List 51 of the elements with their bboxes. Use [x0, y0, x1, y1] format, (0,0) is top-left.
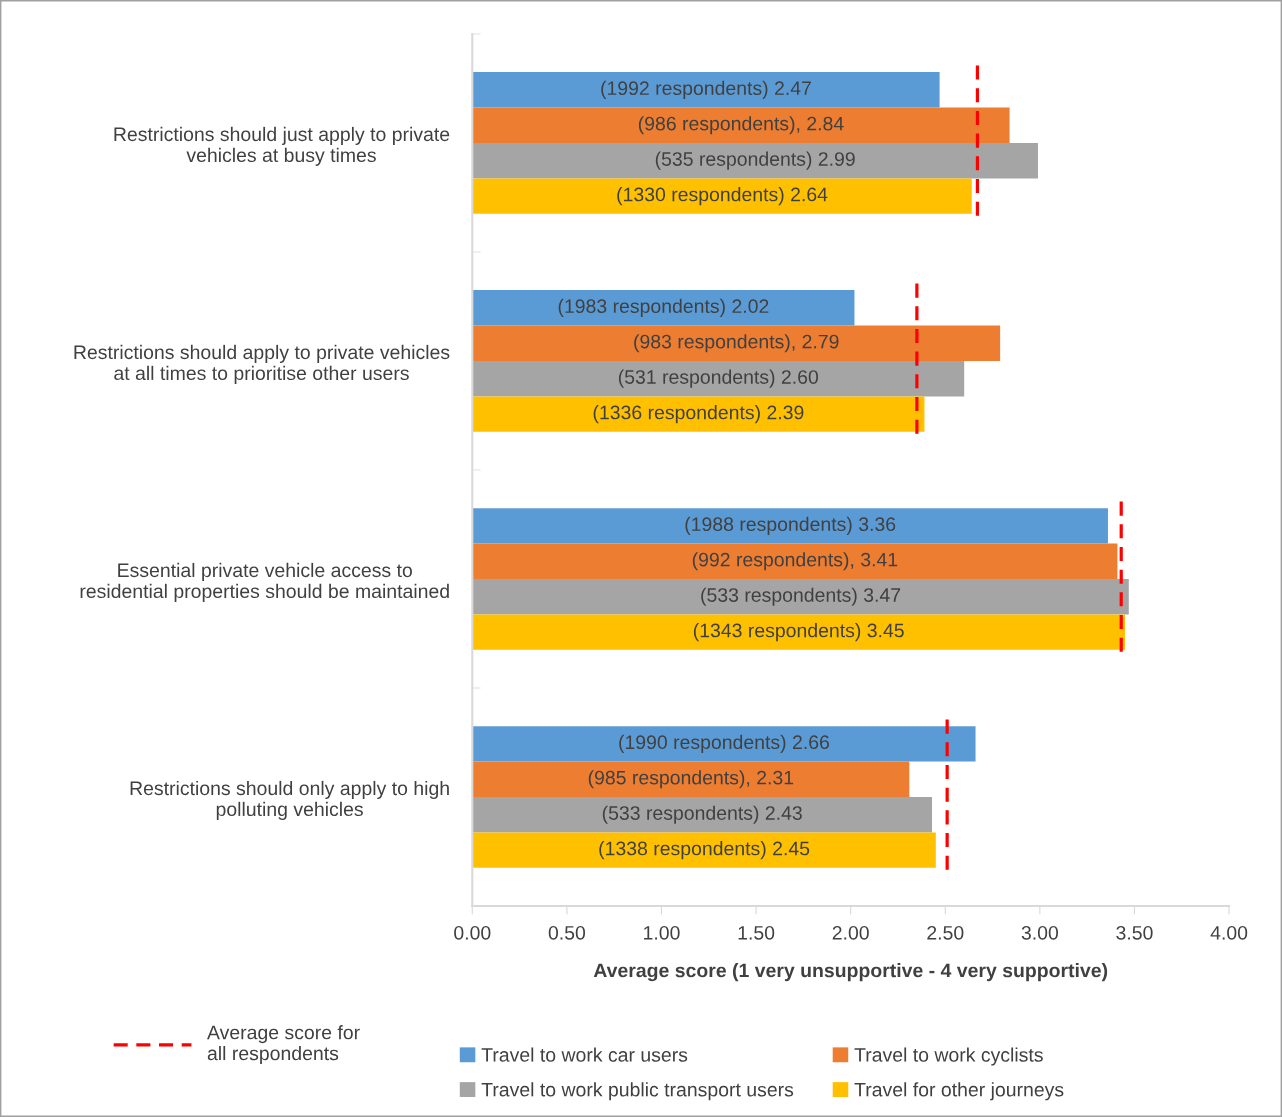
data-label: (1338 respondents) 2.45: [599, 841, 810, 860]
bar: [472, 543, 1118, 579]
x-tick-label: 0.50: [548, 925, 586, 940]
bar: [472, 832, 936, 868]
bar: [472, 726, 976, 762]
bar: [472, 178, 972, 214]
data-label: (531 respondents) 2.60: [618, 369, 819, 388]
data-label: (986 respondents), 2.84: [638, 116, 844, 135]
data-label: (983 respondents), 2.79: [634, 334, 839, 353]
y-tick-label: Restrictions should only apply to high polluting vehicles: [130, 780, 449, 820]
x-tick-label: 2.50: [927, 925, 964, 940]
y-tick-label: Essential private vehicle access to residential properties should be maintained: [80, 562, 449, 602]
legend-label: Travel to work cyclists: [854, 1047, 1043, 1066]
data-label: (1336 respondents) 2.39: [593, 405, 804, 424]
bar: [472, 614, 1125, 650]
data-label: (533 respondents) 2.43: [602, 805, 802, 824]
data-label: (985 respondents), 2.31: [588, 770, 794, 789]
data-label: (1983 respondents) 2.02: [558, 298, 769, 317]
bar: [472, 290, 855, 326]
legend-label: Travel for other journeys: [854, 1082, 1064, 1101]
x-tick-label: 3.50: [1116, 925, 1153, 940]
bar: [472, 761, 910, 797]
bar: [472, 72, 940, 108]
data-label: (1330 respondents) 2.64: [617, 187, 828, 206]
x-tick-label: 1.50: [738, 925, 775, 940]
data-label: (1992 respondents) 2.47: [601, 80, 811, 99]
bar: [472, 578, 1129, 615]
bar: [472, 107, 1010, 143]
bar: [472, 508, 1108, 544]
x-tick-label: 2.00: [832, 925, 869, 940]
bar: [472, 796, 933, 833]
x-tick-label: 0.00: [454, 925, 491, 940]
x-tick-label: 1.00: [644, 925, 680, 940]
x-axis-title: Average score (1 very unsupportive - 4 very supportive): [593, 963, 1108, 982]
bar: [472, 142, 1038, 179]
data-label: (992 respondents), 3.41: [692, 552, 898, 571]
bar: [472, 325, 1001, 361]
data-label: (533 respondents) 3.47: [701, 587, 901, 606]
data-label: (1988 respondents) 3.36: [685, 516, 896, 535]
x-tick-label: 3.00: [1021, 925, 1059, 940]
legend-label: Average score for all respondents: [207, 1025, 360, 1065]
bar: [472, 360, 965, 397]
data-label: (535 respondents) 2.99: [655, 151, 855, 170]
x-tick-label: 4.00: [1210, 925, 1248, 940]
data-label: (1990 respondents) 2.66: [619, 734, 830, 753]
y-tick-label: Restrictions should apply to private vehicles at all times to prioritise other users: [74, 344, 450, 384]
data-label: (1343 respondents) 3.45: [693, 623, 904, 642]
bar: [472, 396, 925, 432]
legend-label: Travel to work public transport users: [481, 1082, 794, 1101]
y-tick-label: Restrictions should just apply to private vehicles at busy times: [114, 126, 450, 166]
legend-label: Travel to work car users: [481, 1047, 688, 1062]
